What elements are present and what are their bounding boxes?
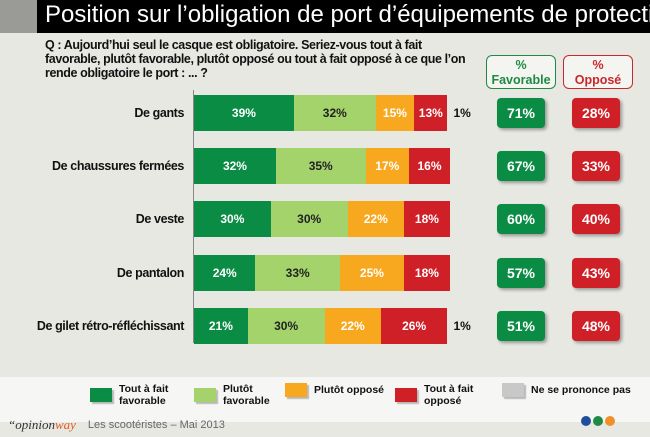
- legend-swatch: [395, 388, 417, 402]
- bar-segment: 22%: [324, 307, 381, 344]
- header-favorable-pct: %: [515, 58, 527, 72]
- category-label: De chaussures fermées: [52, 159, 184, 174]
- logo-dot-icon: [581, 416, 591, 426]
- bar-segment: 30%: [194, 201, 271, 238]
- data-label: 18%: [414, 265, 439, 280]
- favorable-total-box: 51%: [497, 310, 545, 341]
- legend-label: Plutôt opposé: [314, 384, 384, 396]
- bar-segment: 21%: [194, 307, 248, 344]
- category-label: De pantalon: [116, 265, 185, 280]
- data-label: 24%: [212, 265, 237, 280]
- legend-swatch: [194, 388, 216, 402]
- data-label-nsp: 1%: [453, 318, 471, 333]
- favorable-total-box: 71%: [497, 98, 545, 128]
- bar-segment: 22%: [347, 201, 404, 238]
- legend-label: Tout à fait favorable: [119, 383, 169, 407]
- legend-label: Plutôt favorable: [223, 383, 270, 407]
- title-bar: Position sur l’obligation de port d’équi…: [0, 0, 650, 33]
- data-label: 35%: [308, 159, 333, 174]
- bar-segment: 25%: [339, 254, 404, 291]
- data-label: 25%: [359, 265, 384, 280]
- bar-segment: 26%: [380, 307, 448, 344]
- legend: Tout à fait favorable Plutôt favorable P…: [0, 377, 650, 422]
- header-oppose-pct: %: [592, 58, 604, 72]
- opinionway-logo: “opinionway: [8, 417, 76, 433]
- data-label: 39%: [231, 106, 256, 120]
- legend-item: Tout à fait favorable: [90, 383, 179, 407]
- data-label: 33%: [285, 265, 310, 280]
- data-label: 30%: [297, 212, 322, 227]
- bar-segment: 32%: [194, 148, 276, 185]
- bar-segment: 30%: [247, 307, 325, 344]
- data-label: 15%: [382, 106, 407, 120]
- legend-item: Plutôt opposé: [285, 383, 384, 397]
- logo-suffix: way: [54, 417, 76, 432]
- bar-segment: 16%: [409, 148, 450, 185]
- footer-text: Les scootéristes – Mai 2013: [87, 419, 225, 431]
- oppose-total-box: 48%: [572, 310, 620, 341]
- bar-segment: 33%: [255, 254, 340, 291]
- bar-segment: 15%: [375, 95, 415, 131]
- bar-segment: 17%: [365, 148, 410, 185]
- bar-segment: 35%: [275, 148, 366, 185]
- oppose-total-box: 40%: [572, 204, 620, 235]
- category-axis: [193, 90, 194, 343]
- category-label: De gants: [134, 106, 184, 120]
- question-text: Q : Aujourd’hui seul le casque est oblig…: [45, 38, 466, 80]
- legend-item: Tout à fait opposé: [395, 383, 484, 407]
- data-label: 22%: [340, 318, 365, 333]
- favorable-total-box: 60%: [497, 204, 545, 235]
- oppose-total-box: 28%: [572, 98, 620, 128]
- bar-segment: 32%: [293, 95, 376, 131]
- data-label: 32%: [322, 106, 347, 120]
- bar-segment: 18%: [403, 254, 450, 291]
- header-favorable: % Favorable: [486, 55, 556, 89]
- data-label-nsp: 1%: [453, 106, 471, 120]
- data-label: 30%: [274, 318, 299, 333]
- legend-item: Plutôt favorable: [194, 383, 273, 407]
- oppose-total-box: 43%: [572, 257, 620, 288]
- bar-segment: 13%: [414, 95, 448, 131]
- partner-logos: [581, 416, 615, 426]
- data-label: 17%: [375, 159, 400, 174]
- bar-segment: 30%: [270, 201, 348, 238]
- legend-swatch: [502, 383, 524, 397]
- data-label: 18%: [414, 212, 439, 227]
- data-label: 16%: [417, 159, 442, 174]
- header-oppose: % Opposé: [563, 55, 633, 89]
- logo-prefix: “opinion: [8, 417, 55, 432]
- logo-dot-icon: [605, 416, 615, 426]
- category-label: De gilet rétro-réfléchissant: [36, 318, 185, 333]
- legend-item: Ne se prononce pas: [502, 383, 631, 397]
- legend-swatch: [90, 388, 112, 402]
- bar-segment: 18%: [403, 201, 450, 238]
- data-label: 30%: [220, 212, 245, 227]
- legend-label: Ne se prononce pas: [531, 384, 631, 396]
- header-favorable-label: Favorable: [491, 73, 551, 87]
- category-label: De veste: [135, 212, 185, 227]
- data-label: 22%: [363, 212, 388, 227]
- data-label: 13%: [418, 106, 443, 120]
- oppose-total-box: 33%: [572, 151, 620, 182]
- bar-segment: 24%: [194, 254, 256, 291]
- legend-label: Tout à fait opposé: [424, 383, 474, 407]
- data-label: 32%: [222, 159, 247, 174]
- favorable-total-box: 67%: [497, 151, 545, 182]
- page-title: Position sur l’obligation de port d’équi…: [45, 1, 650, 28]
- data-label: 21%: [208, 318, 233, 333]
- logo-dot-icon: [593, 416, 603, 426]
- favorable-total-box: 57%: [497, 257, 545, 288]
- legend-swatch: [285, 383, 307, 397]
- data-label: 26%: [402, 318, 427, 333]
- title-accent: [0, 0, 37, 33]
- footer: “opinionway Les scootéristes – Mai 2013: [8, 417, 225, 433]
- header-oppose-label: Opposé: [574, 73, 622, 87]
- bar-segment: 39%: [194, 95, 294, 131]
